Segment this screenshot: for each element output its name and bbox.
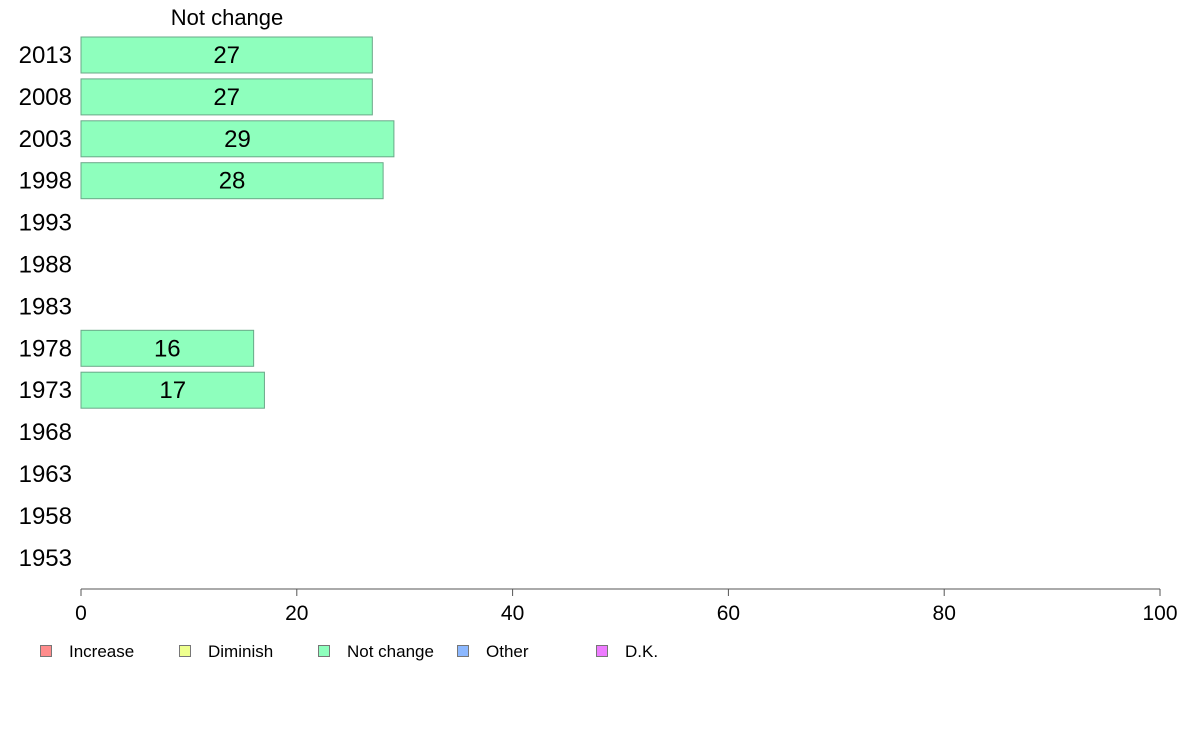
bar-1973 xyxy=(80,371,265,409)
x-tick-label-40: 40 xyxy=(501,602,524,625)
data-label-2008: 27 xyxy=(213,84,240,111)
y-tick-label-1953: 1953 xyxy=(19,545,72,572)
legend-label-increase: Increase xyxy=(69,642,135,661)
x-axis: 0 20 40 60 80 100 xyxy=(75,588,1178,625)
y-tick-label-2003: 2003 xyxy=(19,126,72,153)
y-tick-label-2008: 2008 xyxy=(19,84,72,111)
x-tick-label-80: 80 xyxy=(933,602,956,625)
y-tick-label-1998: 1998 xyxy=(19,168,72,195)
x-tick-label-100: 100 xyxy=(1142,602,1177,625)
bar-1998 xyxy=(80,162,384,200)
bars-layer: 27 27 29 28 16 17 xyxy=(80,36,395,409)
data-label-2013: 27 xyxy=(213,42,240,69)
x-tick-label-20: 20 xyxy=(285,602,308,625)
data-label-1978: 16 xyxy=(154,335,181,362)
chart-title: Not change xyxy=(171,5,284,30)
y-tick-label-1958: 1958 xyxy=(19,503,72,530)
bar-2008 xyxy=(80,78,373,116)
y-tick-label-1978: 1978 xyxy=(19,335,72,362)
bar-2003 xyxy=(80,120,395,158)
legend-swatch-increase xyxy=(40,645,52,657)
legend-swatch-not-change xyxy=(318,645,330,657)
bar-2013 xyxy=(80,36,373,74)
bar-1978 xyxy=(80,329,255,367)
legend-swatch-other xyxy=(457,645,469,657)
y-tick-label-1973: 1973 xyxy=(19,377,72,404)
y-axis-labels: 2013 2008 2003 1998 1993 1988 1983 1978 1973 1968… xyxy=(19,42,72,572)
legend-label-not-change: Not change xyxy=(347,642,434,661)
x-tick-label-60: 60 xyxy=(717,602,740,625)
y-tick-label-1963: 1963 xyxy=(19,461,72,488)
y-tick-label-1993: 1993 xyxy=(19,210,72,237)
y-tick-label-1988: 1988 xyxy=(19,252,72,279)
y-tick-label-1968: 1968 xyxy=(19,419,72,446)
y-tick-label-1983: 1983 xyxy=(19,293,72,320)
y-tick-label-2013: 2013 xyxy=(19,42,72,69)
x-tick-label-0: 0 xyxy=(75,602,87,625)
data-label-1998: 28 xyxy=(219,168,246,195)
legend-label-other: Other xyxy=(486,642,529,661)
legend-label-dk: D.K. xyxy=(625,642,659,661)
legend-swatch-dk xyxy=(596,645,608,657)
legend-label-diminish: Diminish xyxy=(208,642,274,661)
legend-swatch-diminish xyxy=(179,645,191,657)
data-label-2003: 29 xyxy=(224,126,251,153)
data-label-1973: 17 xyxy=(159,377,186,404)
